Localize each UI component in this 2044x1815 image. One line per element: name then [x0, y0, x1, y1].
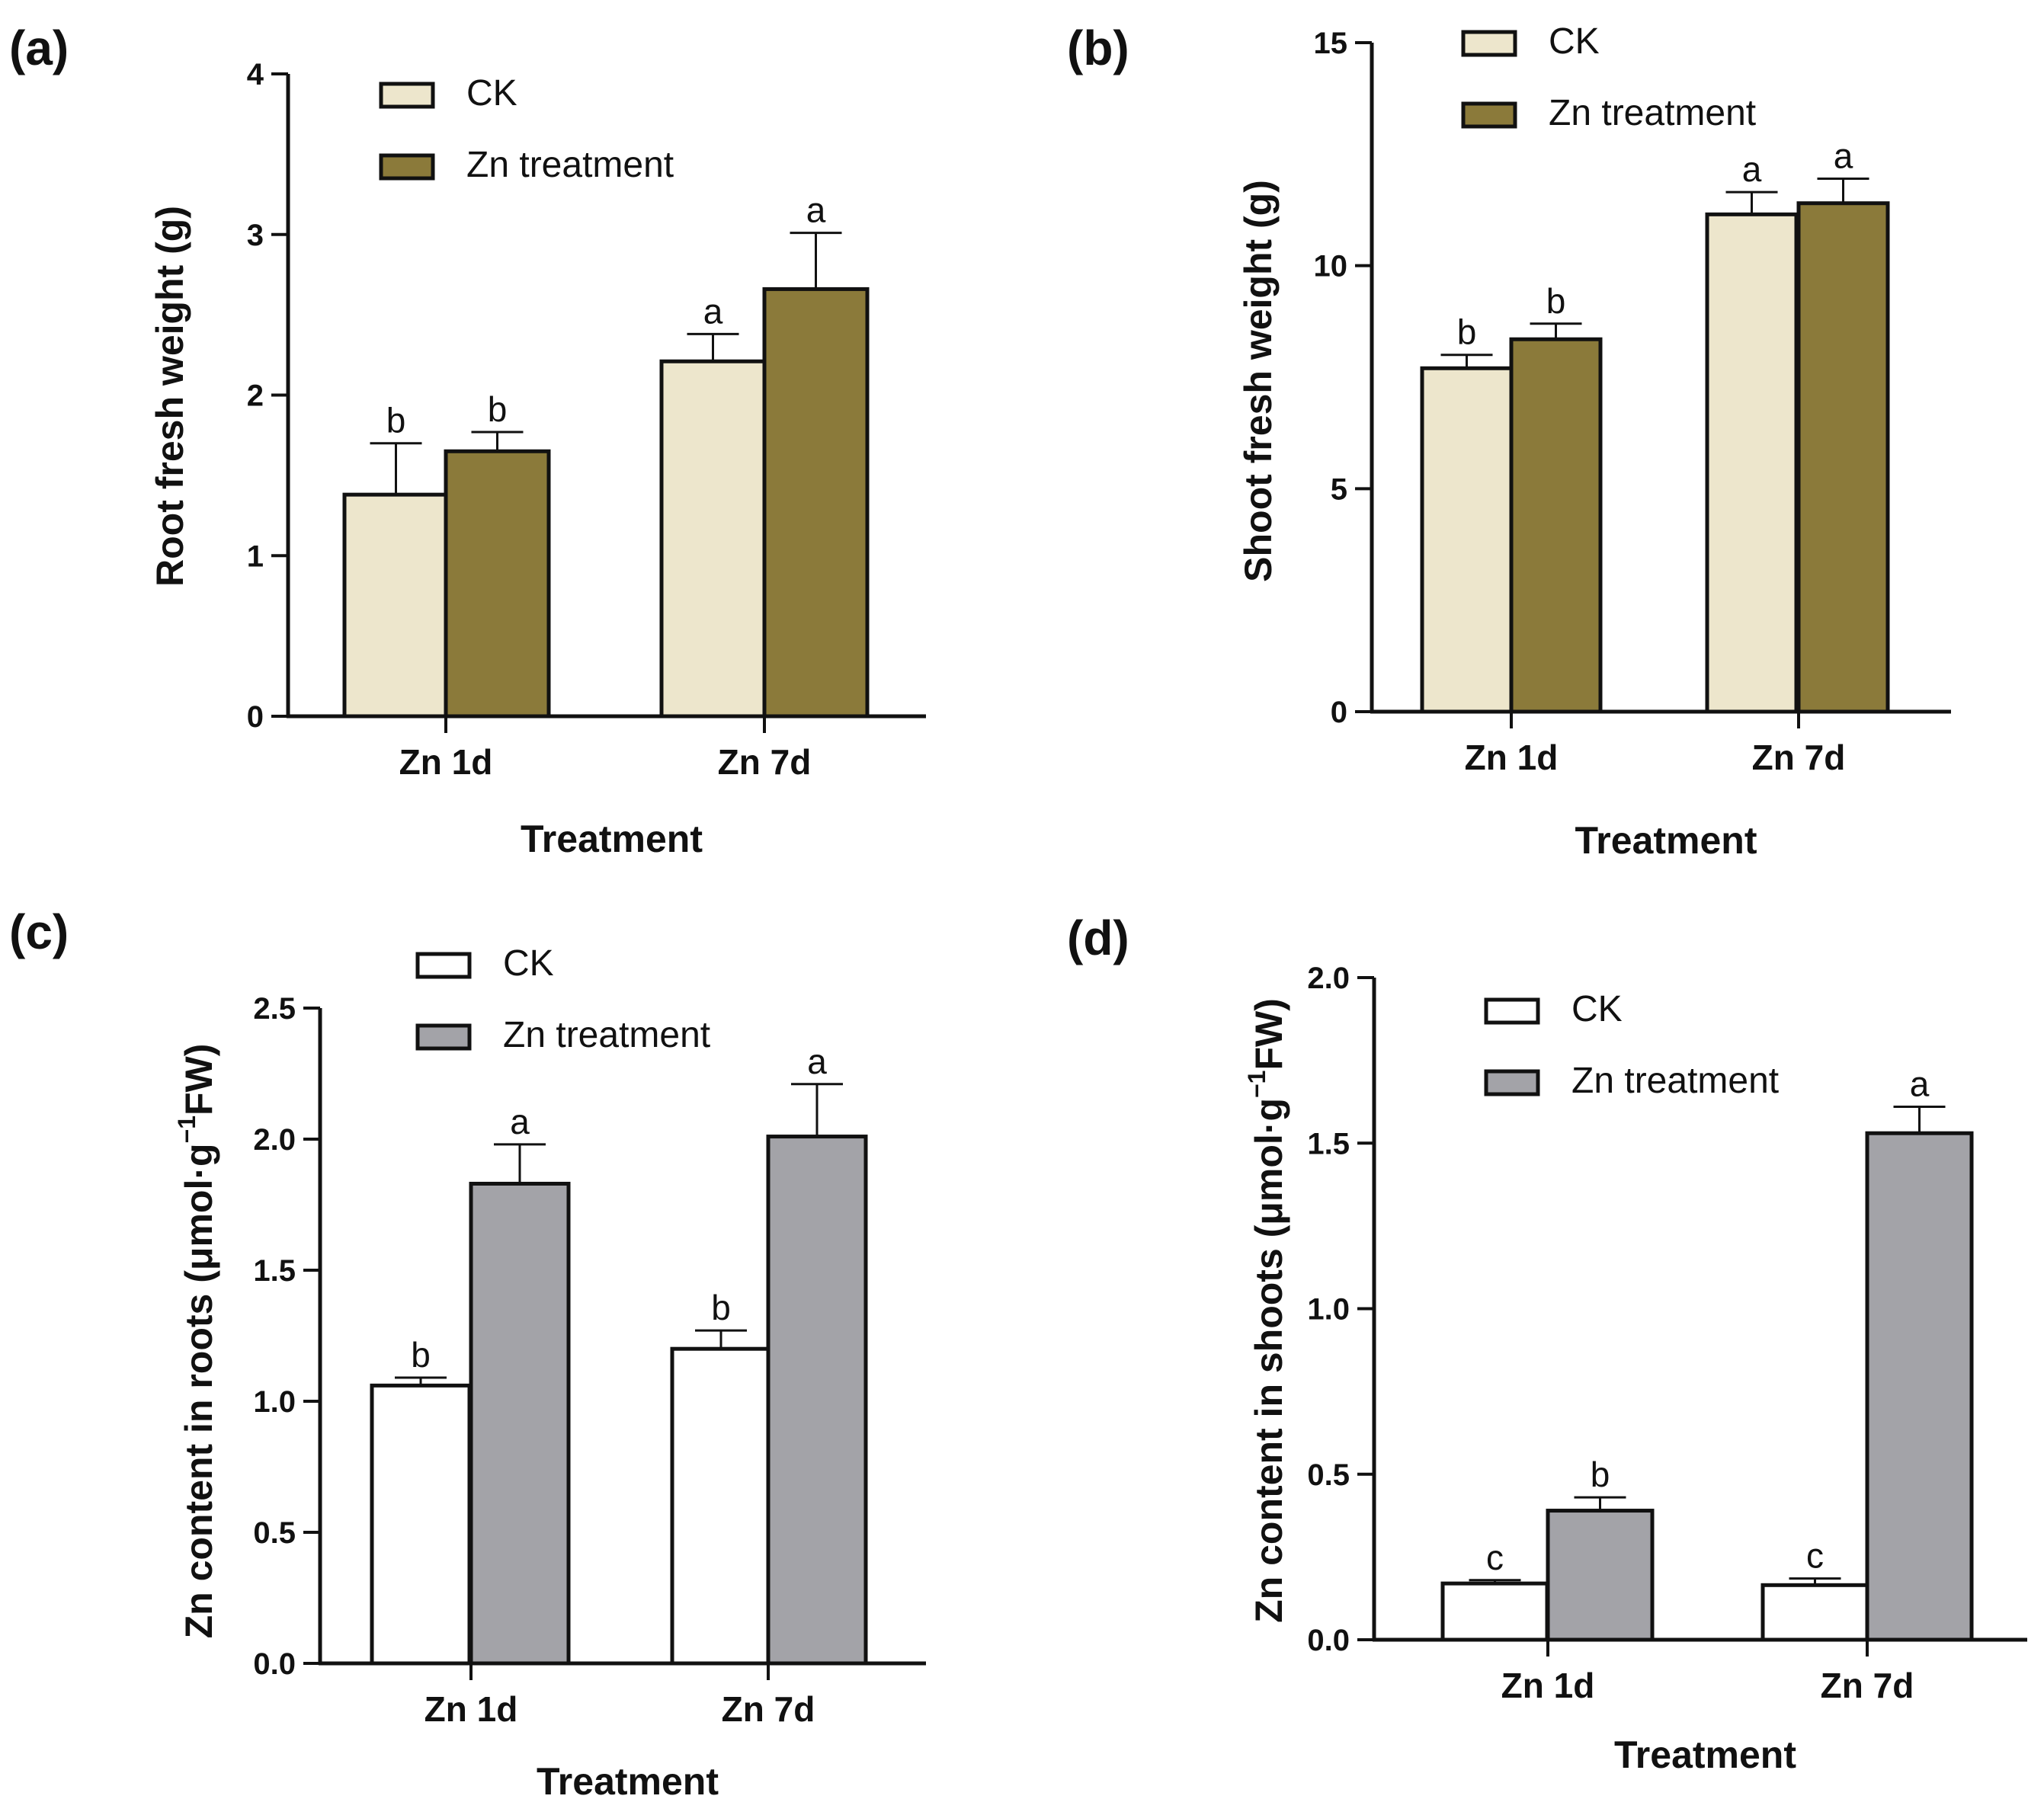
significance-letter: b — [1546, 281, 1566, 321]
y-tick-label: 1.0 — [1307, 1293, 1350, 1327]
y-tick-label: 15 — [1314, 27, 1348, 60]
x-tick-label: Zn 1d — [424, 1689, 518, 1729]
significance-letter: b — [488, 389, 508, 429]
y-tick-label: 0.5 — [253, 1516, 296, 1550]
bar-ck — [1420, 366, 1514, 714]
bar-ck — [1760, 1583, 1869, 1642]
significance-letter: b — [386, 401, 406, 440]
chart-panel-a: (a) 0 1 2 3 4 b b Zn 1d a a Zn 7d Treatment Root fres… — [9, 21, 926, 860]
y-tick-label: 0.5 — [1307, 1458, 1350, 1492]
significance-letter: b — [711, 1288, 731, 1327]
y-tick-label: 4 — [247, 58, 264, 91]
bar-zn-treatment — [444, 449, 551, 719]
bar-ck — [342, 492, 450, 719]
x-tick-label: Zn 1d — [399, 742, 493, 782]
y-tick-label: 2 — [247, 379, 264, 413]
x-tick-label: Zn 7d — [718, 742, 812, 782]
y-tick-label: 1.5 — [253, 1254, 296, 1288]
bar-zn-treatment — [469, 1181, 571, 1666]
x-tick-label: Zn 1d — [1465, 738, 1559, 777]
bar-zn-treatment — [1796, 201, 1890, 714]
significance-letter: c — [1806, 1536, 1824, 1576]
legend-swatch — [379, 153, 435, 181]
x-tick-label: Zn 1d — [1501, 1666, 1595, 1705]
panel-label: (d) — [1067, 911, 1129, 965]
y-tick-label: 0 — [247, 700, 264, 734]
legend-swatch — [415, 1023, 472, 1051]
y-axis-title: Shoot fresh weight (g) — [1237, 180, 1280, 582]
legend-swatch — [1461, 101, 1517, 129]
significance-letter: c — [1486, 1538, 1504, 1577]
bar-zn-treatment — [1509, 337, 1603, 714]
significance-letter: a — [1742, 149, 1762, 189]
x-tick-label: Zn 7d — [722, 1689, 815, 1729]
x-axis-title: Treatment — [1575, 819, 1757, 862]
bar-ck — [659, 359, 767, 719]
significance-letter: a — [806, 190, 826, 230]
y-axis-title: Zn content in roots (μmol·g−1FW) — [173, 1044, 220, 1639]
x-tick-label: Zn 7d — [1821, 1666, 1914, 1705]
legend-label: CK — [503, 943, 554, 984]
significance-letter: a — [1834, 136, 1853, 176]
y-tick-label: 0.0 — [1307, 1624, 1350, 1657]
significance-letter: a — [703, 291, 723, 331]
bar-ck — [1440, 1581, 1549, 1642]
significance-letter: a — [1910, 1064, 1930, 1103]
y-tick-label: 1.0 — [253, 1385, 296, 1419]
y-tick-label: 2.0 — [1307, 962, 1350, 995]
chart-panel-b: (b) 0 5 10 15 b b Zn 1d a a Zn 7d Treatment Shoot fr… — [1067, 21, 1951, 862]
bar-zn-treatment — [766, 1135, 868, 1666]
legend-swatch — [1484, 997, 1540, 1025]
significance-letter: b — [411, 1335, 431, 1375]
significance-letter: a — [510, 1102, 530, 1141]
y-axis-title: Zn content in shoots (μmol·g−1FW) — [1243, 998, 1290, 1623]
y-tick-label: 0.0 — [253, 1647, 296, 1681]
legend-swatch — [1484, 1069, 1540, 1096]
legend-label: Zn treatment — [1549, 93, 1756, 133]
x-axis-title: Treatment — [1614, 1733, 1796, 1776]
y-tick-label: 3 — [247, 219, 264, 252]
x-axis-title: Treatment — [521, 818, 703, 860]
y-axis-title: Root fresh weight (g) — [149, 206, 191, 587]
significance-letter: b — [1591, 1455, 1610, 1494]
panel-label: (b) — [1067, 21, 1129, 75]
bar-zn-treatment — [1865, 1131, 1974, 1642]
chart-panel-d: (d) 0.0 0.5 1.0 1.5 2.0 c b Zn 1d c a Zn 7d Treatmen… — [1067, 911, 2027, 1776]
legend-label: Zn treatment — [503, 1015, 710, 1055]
legend-label: CK — [1549, 21, 1600, 62]
panel-label: (c) — [9, 904, 69, 959]
bar-ck — [1705, 212, 1799, 714]
bar-zn-treatment — [1546, 1509, 1655, 1642]
bar-ck — [370, 1383, 472, 1666]
y-tick-label: 2.5 — [253, 992, 296, 1026]
y-tick-label: 10 — [1314, 250, 1348, 283]
y-tick-label: 5 — [1331, 472, 1347, 506]
chart-panel-c: (c) 0.0 0.5 1.0 1.5 2.0 2.5 b a Zn 1d b a Zn 7dTreat… — [9, 904, 926, 1803]
panel-label: (a) — [9, 21, 69, 75]
legend-swatch — [379, 82, 435, 109]
significance-letter: b — [1457, 312, 1477, 352]
y-tick-label: 0 — [1331, 696, 1347, 729]
legend-label: CK — [1571, 989, 1623, 1029]
significance-letter: a — [807, 1042, 827, 1081]
legend-swatch — [1461, 30, 1517, 57]
legend-label: Zn treatment — [1571, 1061, 1779, 1101]
y-tick-label: 1 — [247, 539, 264, 573]
legend-label: Zn treatment — [466, 145, 674, 185]
y-tick-label: 2.0 — [253, 1123, 296, 1157]
legend-label: CK — [466, 73, 517, 114]
bar-ck — [670, 1346, 772, 1666]
y-tick-label: 1.5 — [1307, 1127, 1350, 1160]
x-tick-label: Zn 7d — [1752, 738, 1846, 777]
x-axis-title: Treatment — [537, 1760, 719, 1803]
legend-swatch — [415, 952, 472, 979]
bar-zn-treatment — [762, 286, 870, 719]
